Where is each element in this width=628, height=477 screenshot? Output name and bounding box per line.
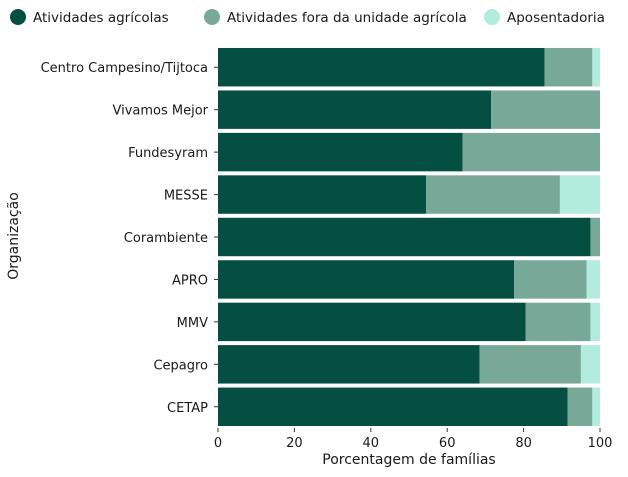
x-axis: 0 20 40 60 80 100 <box>214 428 613 451</box>
bar-segment-s1-c1 <box>491 90 600 129</box>
bar-segment-s0-c4 <box>218 217 591 257</box>
bar-segment-s1-c3 <box>426 175 560 214</box>
y-tick-label: MMV <box>177 316 208 331</box>
x-tick-label: 40 <box>363 436 380 451</box>
legend: Atividades agrícolas Atividades fora da u… <box>10 9 605 26</box>
y-tick-label: Cepagro <box>153 358 208 373</box>
bar-segment-s2-c3 <box>559 175 600 214</box>
y-tick-label: Corambiente <box>124 231 208 246</box>
legend-swatch <box>10 9 26 25</box>
bar-segment-s1-c0 <box>544 48 593 87</box>
legend-swatch <box>204 9 220 25</box>
x-tick-label: 20 <box>286 436 303 451</box>
bar-segment-s0-c5 <box>218 260 515 299</box>
legend-swatch <box>484 9 500 25</box>
legend-label: Atividades agrícolas <box>33 10 169 26</box>
bar-segment-s0-c2 <box>218 132 463 172</box>
x-tick-label: 0 <box>214 436 222 451</box>
legend-label: Atividades fora da unidade agrícola <box>227 10 467 26</box>
x-axis-label: Porcentagem de famílias <box>322 452 495 468</box>
bar-segment-s1-c7 <box>479 345 581 384</box>
bar-segment-s1-c8 <box>567 387 593 426</box>
y-tick-label: CETAP <box>167 401 208 416</box>
x-tick-label: 80 <box>515 436 532 451</box>
bar-segment-s1-c2 <box>462 132 600 172</box>
bar-segment-s2-c6 <box>590 302 600 342</box>
bar-segment-s0-c7 <box>218 345 480 384</box>
y-tick-label: APRO <box>172 273 208 288</box>
bar-segment-s2-c0 <box>592 48 600 87</box>
bar-segment-s0-c8 <box>218 387 568 426</box>
y-axis-label: Organização <box>6 192 22 280</box>
y-tick-label: MESSE <box>164 189 208 204</box>
y-tick-label: Centro Campesino/Tijtoca <box>41 61 208 76</box>
bar-segment-s0-c6 <box>218 302 526 342</box>
bar-segment-s1-c5 <box>514 260 587 299</box>
bar-segment-s1-c6 <box>525 302 591 342</box>
x-tick-label: 60 <box>439 436 456 451</box>
bar-segment-s0-c3 <box>218 175 427 214</box>
bar-segment-s2-c7 <box>580 345 600 384</box>
bar-segment-s2-c8 <box>592 387 600 426</box>
y-tick-label: Vivamos Mejor <box>112 104 208 119</box>
bar-segment-s1-c4 <box>590 217 600 257</box>
bar-segment-s0-c1 <box>218 90 492 129</box>
x-tick-label: 100 <box>588 436 613 451</box>
legend-label: Aposentadoria <box>507 10 605 26</box>
bar-segment-s2-c5 <box>586 260 600 299</box>
bars <box>218 48 600 426</box>
y-axis-ticks: Centro Campesino/Tijtoca Vivamos Mejor Fun… <box>41 61 218 416</box>
bar-segment-s0-c0 <box>218 48 545 87</box>
y-tick-label: Fundesyram <box>128 146 208 161</box>
